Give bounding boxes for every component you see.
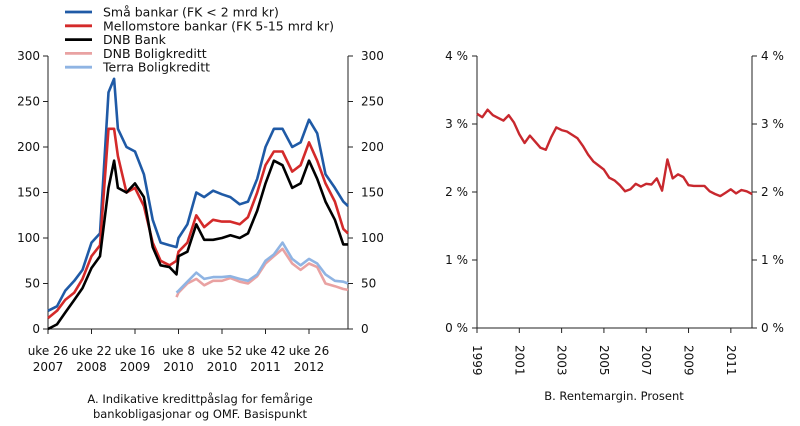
caption-line-1: A. Indikative kredittpåslag for femårige	[87, 392, 312, 406]
y-tick-label-right: 300	[361, 49, 384, 63]
y-tick-label-left: 4 %	[445, 49, 468, 63]
y-tick-label-left: 300	[17, 49, 40, 63]
y-tick-label-right: 3 %	[761, 117, 784, 131]
y-tick-label-left: 50	[25, 277, 40, 291]
chart-b-interest-margin: 0 % 0 % 1 % 1 % 2 % 2 % 3 % 3 % 4 % 4 % 1999 2001 20…	[445, 49, 784, 403]
x-tick-label-week: uke 22	[71, 344, 112, 358]
y-tick-label-right: 0 %	[761, 321, 784, 335]
x-tick-label-year: 2008	[76, 360, 107, 374]
series-line-interest-margin	[476, 108, 753, 198]
y-tick-label-left: 0 %	[445, 321, 468, 335]
y-tick-label-right: 200	[361, 140, 384, 154]
y-tick-label-left: 250	[17, 95, 40, 109]
x-tick-label: 2003	[555, 345, 569, 376]
y-tick-label-left: 100	[17, 231, 40, 245]
y-tick-label-right: 150	[361, 186, 384, 200]
y-tick-label-right: 250	[361, 95, 384, 109]
x-tick-label: 2009	[682, 345, 696, 376]
y-tick-label-right: 1 %	[761, 253, 784, 267]
series-line-0	[47, 77, 349, 312]
y-tick-label-left: 0	[32, 322, 40, 336]
chart-a-credit-spreads: 0 0 50 50 100 100 150 150 200 200 250 250 300 300 uke …	[17, 5, 384, 422]
series-line-3	[175, 247, 349, 298]
x-tick-label-week: uke 8	[162, 344, 195, 358]
x-tick-label: 2011	[724, 345, 738, 376]
x-tick-label-year: 2012	[294, 360, 325, 374]
y-tick-label-left: 2 %	[445, 185, 468, 199]
legend-label: DNB Boligkreditt	[103, 46, 207, 61]
y-tick-label-left: 150	[17, 186, 40, 200]
y-tick-label-left: 200	[17, 140, 40, 154]
y-tick-label-right: 2 %	[761, 185, 784, 199]
y-tick-label-right: 4 %	[761, 49, 784, 63]
y-tick-label-right: 50	[361, 277, 376, 291]
y-tick-label-right: 0	[361, 322, 369, 336]
legend-label: Terra Boligkreditt	[102, 60, 210, 75]
series-line-1	[47, 127, 349, 320]
x-tick-label-year: 2007	[33, 360, 64, 374]
x-tick-label-year: 2009	[120, 360, 151, 374]
legend-label: Små bankar (FK < 2 mrd kr)	[103, 5, 279, 20]
x-tick-label: 1999	[470, 345, 484, 376]
x-tick-label-week: uke 26	[289, 344, 330, 358]
x-tick-label-week: uke 26	[28, 344, 69, 358]
x-tick-label: 2001	[512, 345, 526, 376]
x-tick-label-week: uke 16	[115, 344, 156, 358]
x-tick-label-year: 2010	[207, 360, 238, 374]
y-tick-label-right: 100	[361, 231, 384, 245]
x-tick-label-year: 2010	[163, 360, 194, 374]
caption-line-2: bankobligasjonar og OMF. Basispunkt	[93, 407, 308, 421]
y-tick-label-left: 1 %	[445, 253, 468, 267]
series-line-2	[47, 159, 348, 331]
series-line-4	[175, 241, 349, 294]
x-tick-label-week: uke 52	[202, 344, 243, 358]
x-tick-label: 2007	[639, 345, 653, 376]
legend-label: DNB Bank	[103, 32, 167, 47]
y-tick-label-left: 3 %	[445, 117, 468, 131]
x-tick-label: 2005	[597, 345, 611, 376]
x-tick-label-year: 2011	[250, 360, 281, 374]
x-tick-label-week: uke 42	[245, 344, 286, 358]
legend-label: Mellomstore bankar (FK 5-15 mrd kr)	[103, 18, 334, 33]
caption: B. Rentemargin. Prosent	[544, 389, 684, 403]
